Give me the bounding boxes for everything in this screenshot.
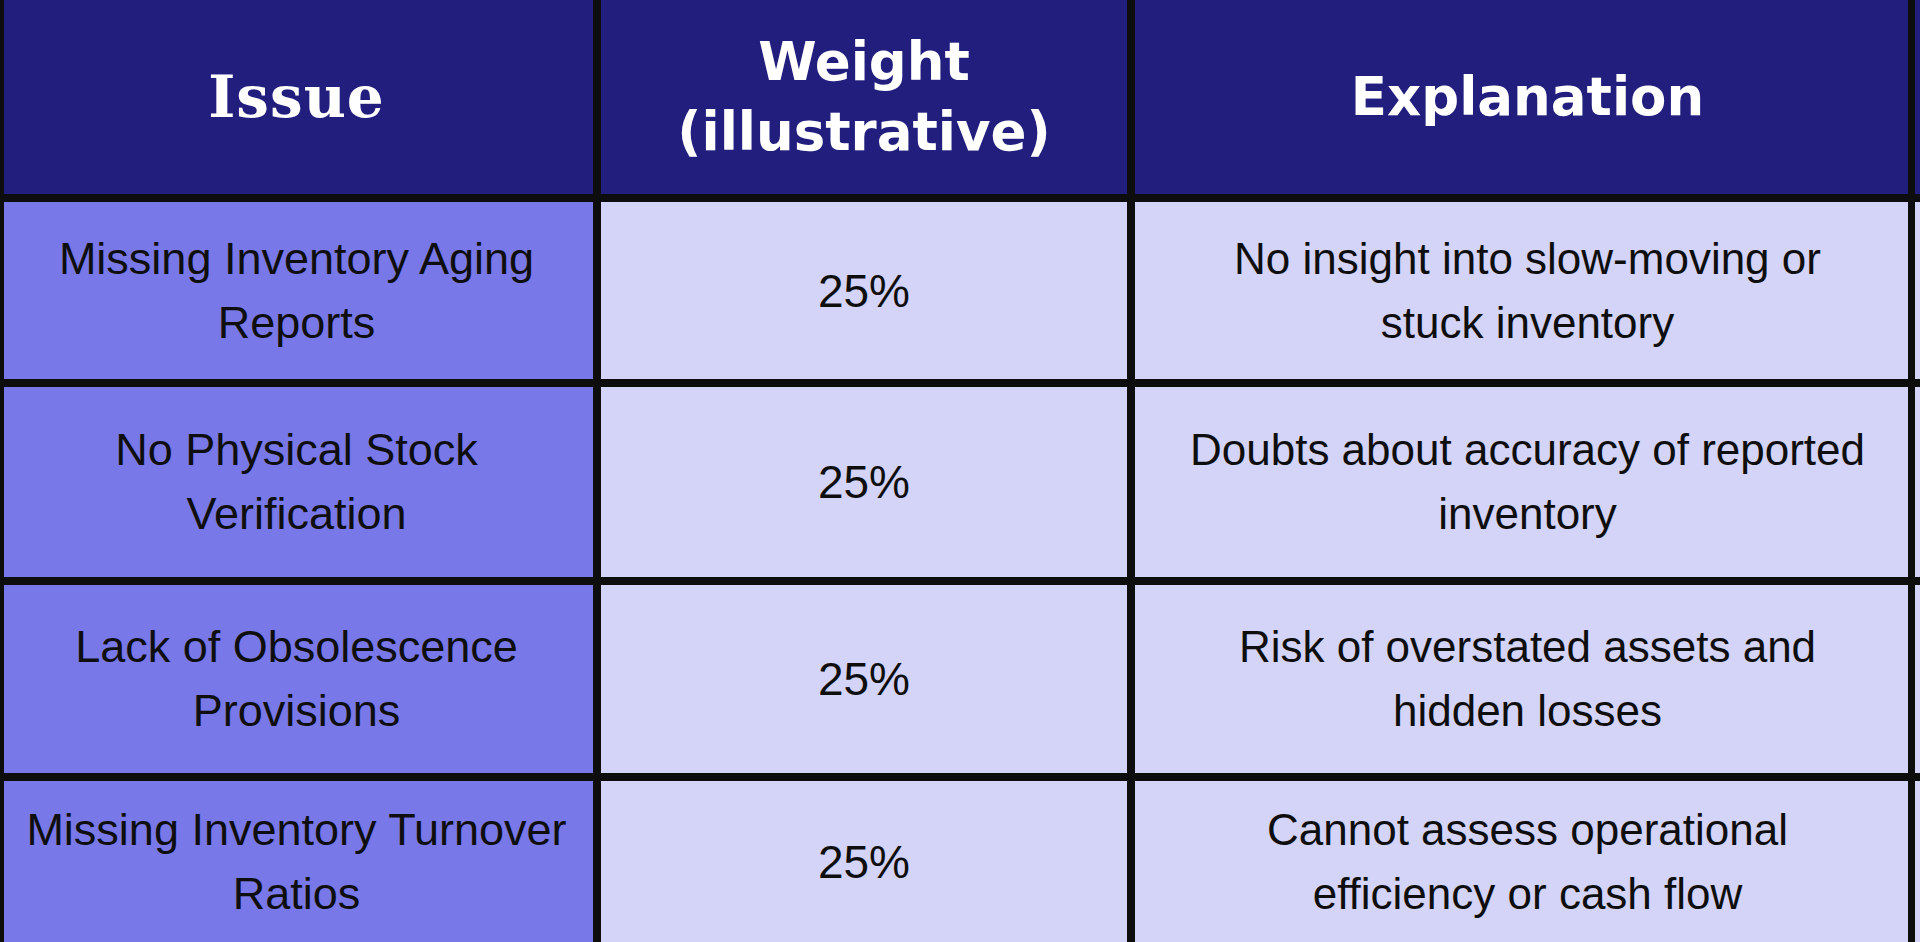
row-3-issue-text: Lack of Obsolescence Provisions	[24, 615, 569, 743]
row-3-explanation-text: Risk of overstated assets and hidden los…	[1178, 615, 1878, 743]
table-row-2-explanation: Doubts about accuracy of reported invent…	[1135, 387, 1920, 577]
row-2-issue-text: No Physical Stock Verification	[24, 418, 569, 546]
row-4-explanation-text: Cannot assess operational efficiency or …	[1178, 798, 1878, 926]
column-header-weight-label: Weight (illustrative)	[624, 27, 1104, 167]
table-row-2-weight: 25%	[601, 387, 1127, 577]
issues-weight-explanation-table: Issue Weight (illustrative) Explanation …	[0, 0, 1920, 942]
table-row-4-issue: Missing Inventory Turnover Ratios	[0, 781, 593, 942]
table-row-1-weight: 25%	[601, 202, 1127, 379]
row-4-issue-text: Missing Inventory Turnover Ratios	[24, 798, 569, 926]
table-row-3-issue: Lack of Obsolescence Provisions	[0, 585, 593, 773]
table-row-4-weight: 25%	[601, 781, 1127, 942]
table-row-1-issue: Missing Inventory Aging Reports	[0, 202, 593, 379]
column-header-explanation: Explanation	[1135, 0, 1920, 194]
table-row-3-explanation: Risk of overstated assets and hidden los…	[1135, 585, 1920, 773]
table-row-4-explanation: Cannot assess operational efficiency or …	[1135, 781, 1920, 942]
row-1-explanation-text: No insight into slow-moving or stuck inv…	[1178, 227, 1878, 355]
column-header-issue: Issue	[0, 0, 593, 194]
inventory-issues-table-graphic: Issue Weight (illustrative) Explanation …	[0, 0, 1920, 942]
table-right-border	[1908, 0, 1915, 942]
table-row-1-explanation: No insight into slow-moving or stuck inv…	[1135, 202, 1920, 379]
row-1-issue-text: Missing Inventory Aging Reports	[24, 227, 569, 355]
column-header-explanation-label: Explanation	[1351, 62, 1704, 132]
column-header-issue-label: Issue	[208, 63, 385, 131]
table-row-3-weight: 25%	[601, 585, 1127, 773]
row-2-weight-text: 25%	[818, 455, 910, 509]
table-left-border	[0, 0, 4, 942]
row-3-weight-text: 25%	[818, 652, 910, 706]
table-row-2-issue: No Physical Stock Verification	[0, 387, 593, 577]
row-1-weight-text: 25%	[818, 264, 910, 318]
column-header-weight: Weight (illustrative)	[601, 0, 1127, 194]
row-4-weight-text: 25%	[818, 835, 910, 889]
row-2-explanation-text: Doubts about accuracy of reported invent…	[1178, 418, 1878, 546]
